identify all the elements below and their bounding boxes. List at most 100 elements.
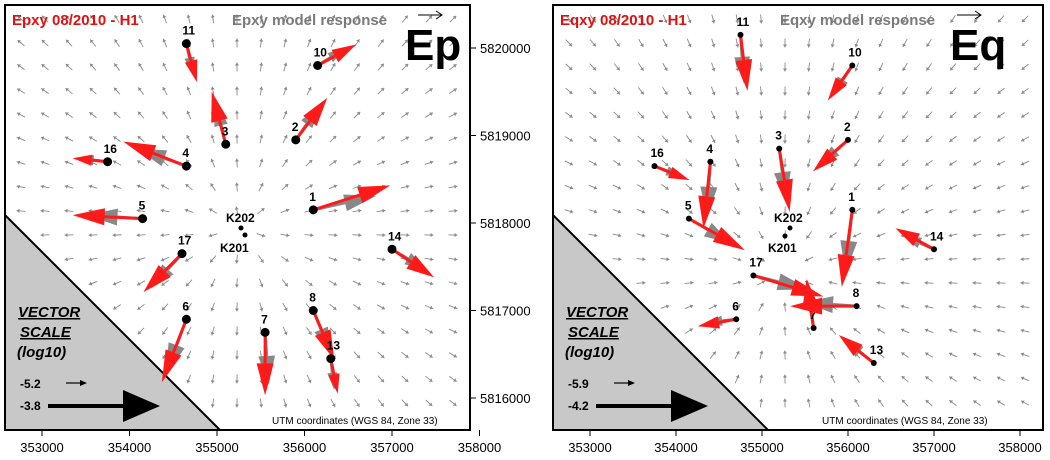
field-arrow-head	[924, 328, 929, 333]
field-arrow-head	[593, 162, 597, 166]
field-arrow-head	[283, 134, 288, 139]
site-marker	[737, 31, 744, 38]
field-arrow-head	[333, 160, 337, 164]
field-arrow-head	[901, 399, 906, 404]
field-arrow-head	[114, 39, 118, 43]
field-arrow-head	[900, 233, 905, 238]
field-arrow-head	[160, 208, 164, 213]
field-arrow-head	[664, 162, 669, 167]
field-arrow-head	[136, 233, 140, 238]
field-arrow-head	[430, 184, 434, 189]
field-arrow-head	[759, 350, 764, 355]
x-tick-label: 357000	[912, 440, 955, 455]
field-arrow-head	[640, 138, 645, 143]
field-arrow-head	[925, 114, 930, 119]
site-marker	[138, 214, 148, 224]
observed-arrow-shaft	[857, 349, 875, 365]
field-arrow-head	[759, 187, 764, 192]
field-arrow-head	[735, 115, 740, 120]
field-arrow-head	[711, 139, 716, 143]
panel-eq-title-model: Eqxy model response	[780, 12, 935, 29]
field-arrow-head	[828, 280, 832, 285]
field-arrow-head	[593, 185, 598, 190]
field-arrow-head	[948, 233, 952, 238]
field-arrow-head	[569, 209, 574, 214]
field-arrow-head	[711, 67, 716, 72]
field-arrow-head	[234, 404, 239, 408]
field-arrow-head	[16, 160, 21, 165]
field-arrow-head	[948, 257, 952, 262]
field-arrow-head	[41, 64, 46, 68]
observed-arrow-shaft	[688, 217, 718, 236]
field-arrow-head	[616, 43, 620, 47]
observed-arrow-head	[668, 166, 690, 181]
field-arrow-head	[16, 208, 20, 213]
field-arrow-head	[972, 304, 976, 309]
field-arrow-head	[616, 66, 620, 71]
field-arrow-head	[996, 161, 1001, 166]
field-arrow-head	[878, 67, 883, 72]
site-label: 5	[139, 199, 146, 213]
site-label: 3	[222, 124, 229, 138]
field-arrow-head	[997, 42, 1002, 47]
field-arrow-head	[137, 330, 142, 335]
field-arrow-head	[17, 40, 22, 44]
field-arrow-head	[877, 186, 882, 190]
observed-arrow-shaft	[840, 64, 854, 83]
field-arrow-head	[997, 66, 1002, 71]
field-arrow-head	[453, 305, 458, 310]
field-arrow-head	[900, 304, 905, 309]
field-arrow-head	[973, 400, 977, 404]
field-arrow-head	[782, 68, 787, 72]
field-arrow-head	[380, 15, 384, 19]
field-arrow-head	[666, 257, 670, 262]
y-tick-label: 5820000	[480, 41, 531, 56]
field-arrow-head	[429, 354, 433, 358]
field-arrow-head	[736, 211, 740, 215]
field-arrow-head	[641, 209, 646, 214]
field-arrow-head	[382, 257, 386, 262]
field-arrow-head	[854, 163, 858, 167]
site-marker	[103, 157, 113, 167]
site-label: 17	[749, 256, 763, 270]
field-arrow-head	[186, 86, 191, 91]
site-label: 6	[182, 299, 189, 313]
field-arrow-head	[689, 233, 694, 238]
field-arrow-head	[382, 208, 386, 213]
field-arrow-head	[138, 14, 143, 19]
field-arrow-head	[333, 282, 337, 286]
field-arrow-head	[284, 183, 289, 188]
field-arrow-head	[40, 136, 45, 141]
field-arrow-head	[998, 18, 1002, 23]
field-arrow-head	[688, 186, 693, 191]
field-arrow-head	[283, 379, 288, 384]
site-marker	[849, 62, 856, 69]
field-arrow-head	[334, 233, 338, 238]
field-arrow-head	[948, 352, 953, 357]
field-arrow-head	[760, 303, 764, 307]
observed-arrow-shaft	[104, 215, 143, 221]
field-arrow-head	[854, 67, 859, 72]
field-arrow-head	[782, 398, 787, 402]
field-arrow-head	[592, 114, 597, 118]
field-arrow-head	[806, 211, 811, 216]
field-arrow-head	[1020, 185, 1025, 190]
field-arrow-head	[309, 257, 314, 262]
field-arrow-head	[901, 352, 905, 356]
field-arrow-head	[830, 20, 835, 24]
field-arrow-head	[759, 68, 764, 72]
field-arrow-head	[41, 88, 45, 92]
field-arrow-head	[876, 257, 880, 262]
field-arrow-head	[307, 86, 312, 91]
field-arrow-head	[285, 258, 289, 262]
field-arrow-head	[1021, 18, 1026, 23]
field-arrow-head	[234, 158, 239, 162]
field-arrow-head	[782, 212, 787, 216]
site-label: 10	[848, 46, 862, 60]
site-marker	[181, 39, 191, 49]
field-arrow-head	[162, 111, 166, 115]
field-arrow-head	[380, 87, 385, 92]
field-arrow-head	[210, 307, 215, 312]
field-arrow-head	[358, 208, 362, 213]
field-arrow-head	[307, 355, 312, 359]
